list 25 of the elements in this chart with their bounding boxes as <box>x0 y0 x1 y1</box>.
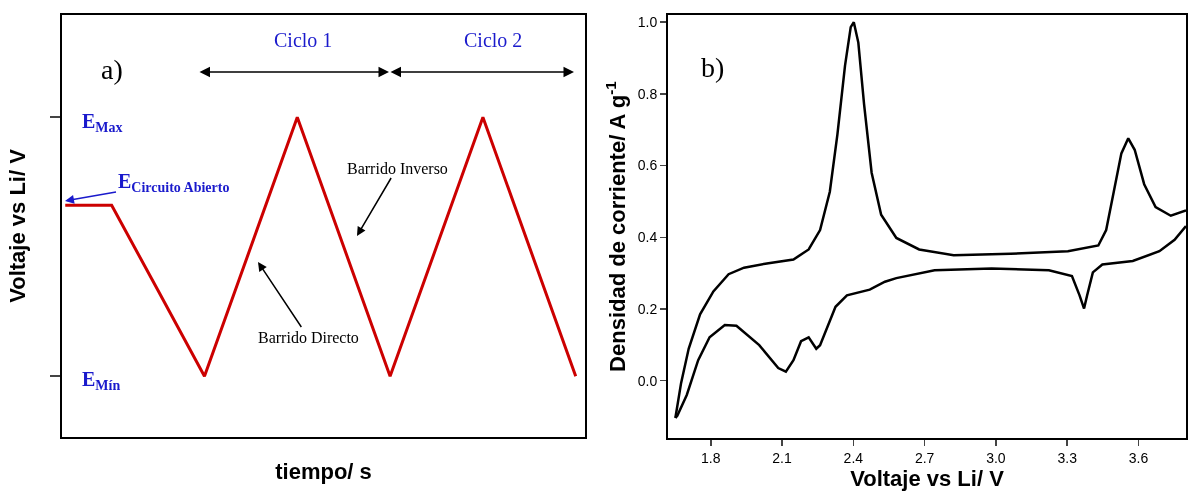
annotation: E$_{Circuito Abierto}$ <box>118 170 230 196</box>
x-tick-label: 3.3 <box>1057 449 1078 466</box>
text: Ciclo 1 <box>274 29 333 51</box>
y-axis-title: Voltaje vs Li/ V <box>5 148 31 303</box>
y-tick-label: 0.8 <box>637 85 658 102</box>
y-tick-label: 0.4 <box>637 229 658 246</box>
y-tick-label: 0.6 <box>637 157 658 174</box>
x-tick-label: 1.8 <box>701 449 721 466</box>
annotation: b) <box>701 52 725 83</box>
x-tick-label: 2.1 <box>772 449 792 466</box>
annotation: Barrido Inverso <box>347 160 448 177</box>
x-tick-label: 2.7 <box>914 449 935 466</box>
annotation: Barrido Directo <box>258 329 359 346</box>
text: a) <box>101 54 123 85</box>
annotation: E$_{Max}$ <box>82 110 123 136</box>
y-tick-label: 0.2 <box>637 300 658 317</box>
x-axis-title: Voltaje vs Li/ V <box>850 466 1005 492</box>
x-tick-label: 2.4 <box>843 449 864 466</box>
y-tick-label: 0.0 <box>637 372 658 389</box>
y-tick-label: 1.0 <box>637 14 658 31</box>
x-axis-title: tiempo/ s <box>275 459 372 485</box>
x-tick-label: 3.0 <box>986 449 1006 466</box>
annotation: E$_{Mín}$ <box>82 368 121 394</box>
x-tick-label: 3.6 <box>1128 449 1149 466</box>
text: Ciclo 2 <box>464 29 523 51</box>
